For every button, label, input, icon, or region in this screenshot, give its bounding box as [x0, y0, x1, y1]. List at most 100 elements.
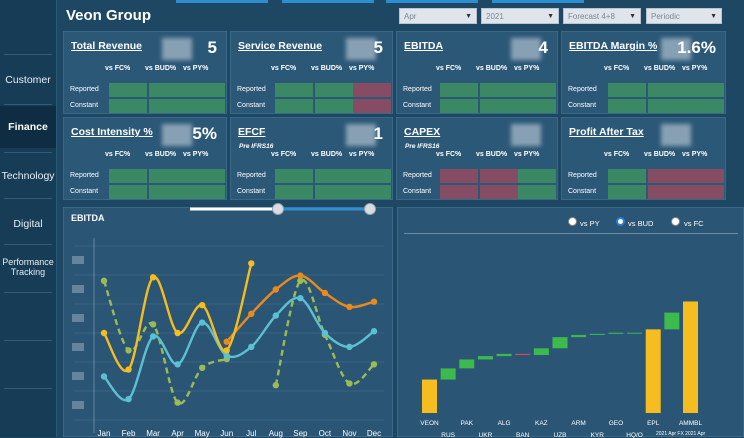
period-filter[interactable]: Periodic ▼ [646, 8, 722, 24]
data-point[interactable] [223, 347, 230, 354]
kpi-card[interactable]: EBITDA Margin % 1.6% vs FC% vs BUD% vs PY% Re… [561, 31, 726, 114]
waterfall-bar[interactable] [608, 332, 624, 334]
data-point[interactable] [149, 274, 157, 281]
kpi-variance-cell [608, 83, 646, 97]
data-point[interactable] [125, 347, 132, 354]
radio-label-vs-fc: vs FC [684, 219, 704, 228]
waterfall-bar[interactable] [533, 348, 549, 355]
kpi-column-header: vs BUD% [644, 65, 676, 72]
data-point[interactable] [100, 373, 108, 380]
data-point[interactable] [149, 321, 157, 328]
period-range-slider[interactable] [186, 201, 378, 217]
data-point[interactable] [125, 395, 132, 403]
kpi-column-header: vs FC% [604, 65, 630, 72]
kpi-title[interactable]: EBITDA Margin % [569, 40, 658, 52]
waterfall-bar[interactable] [664, 312, 680, 330]
data-point[interactable] [174, 361, 181, 368]
radio-vs-py[interactable] [568, 217, 577, 226]
data-point[interactable] [198, 301, 206, 309]
data-point[interactable] [198, 319, 206, 326]
kpi-title[interactable]: Profit After Tax [569, 126, 644, 138]
data-point[interactable] [248, 343, 255, 351]
sidebar-item-technology[interactable]: Technology [0, 170, 56, 182]
data-point[interactable] [370, 298, 378, 305]
sidebar-item-finance[interactable]: Finance [0, 106, 56, 148]
radio-vs-bud[interactable] [616, 217, 625, 226]
kpi-card[interactable]: CAPEX Pre IFRS16 vs FC% vs BUD% vs PY% Report… [396, 117, 558, 200]
year-filter[interactable]: 2021 ▼ [481, 8, 559, 24]
kpi-title[interactable]: EBITDA [404, 40, 444, 52]
kpi-row-label: Constant [70, 188, 99, 195]
slider-handle-start[interactable] [272, 203, 284, 215]
waterfall-bar[interactable] [683, 301, 698, 413]
kpi-column-header: vs BUD% [145, 151, 177, 158]
data-point[interactable] [272, 286, 280, 293]
kpi-card[interactable]: Cost Intensity % 5% vs FC% vs BUD% vs PY% Rep… [63, 117, 227, 200]
sidebar-divider [4, 54, 52, 55]
kpi-card[interactable]: EFCF Pre IFRS16 1 vs FC% vs BUD% vs PY% Report… [230, 117, 393, 200]
kpi-value-mask [511, 38, 541, 60]
sidebar-divider [4, 292, 52, 293]
data-point[interactable] [297, 295, 304, 302]
kpi-card[interactable]: Profit After Tax vs FC% vs BUD% vs PY% Repor… [561, 117, 726, 200]
x-tick-label: Jul [246, 429, 256, 438]
data-point[interactable] [321, 329, 329, 337]
data-point[interactable] [346, 380, 353, 387]
data-point[interactable] [223, 352, 230, 359]
sidebar-item-customer[interactable]: Customer [0, 74, 56, 86]
kpi-variance-cell [480, 83, 518, 97]
waterfall-bar[interactable] [627, 332, 643, 334]
waterfall-bar[interactable] [571, 334, 587, 338]
kpi-title[interactable]: Cost Intensity % [71, 126, 153, 138]
waterfall-bar[interactable] [422, 379, 437, 413]
data-point[interactable] [174, 399, 181, 406]
sidebar-item-performance-tracking[interactable]: Performance Tracking [0, 257, 56, 277]
data-point[interactable] [248, 310, 255, 318]
kpi-row-label: Reported [403, 172, 432, 179]
data-point[interactable] [198, 364, 206, 371]
data-point[interactable] [223, 338, 230, 345]
waterfall-bar[interactable] [477, 356, 493, 360]
radio-vs-fc[interactable] [671, 217, 680, 226]
data-point[interactable] [370, 361, 378, 368]
kpi-title[interactable]: Total Revenue [71, 40, 142, 52]
kpi-title[interactable]: Service Revenue [238, 40, 323, 52]
kpi-row-label: Constant [568, 102, 597, 109]
kpi-title[interactable]: EFCF [238, 126, 266, 138]
data-point[interactable] [370, 328, 378, 335]
kpi-column-header: vs FC% [105, 65, 131, 72]
sidebar-item-digital[interactable]: Digital [0, 218, 56, 230]
data-point[interactable] [346, 343, 353, 351]
data-point[interactable] [321, 289, 329, 297]
data-point[interactable] [149, 333, 157, 340]
data-point[interactable] [248, 260, 255, 267]
waterfall-bar[interactable] [496, 353, 512, 357]
data-point[interactable] [346, 303, 353, 311]
waterfall-bar[interactable] [515, 353, 531, 355]
ebitda-line-panel: EBITDA Jan Feb Mar Apr May Jun Jul Aug Sep Oct Nov… [63, 207, 393, 438]
slider-handle-end[interactable] [364, 203, 376, 215]
waterfall-bar[interactable] [645, 329, 661, 413]
waterfall-bar[interactable] [552, 337, 568, 349]
data-point[interactable] [174, 329, 181, 337]
data-point[interactable] [272, 382, 280, 389]
waterfall-bar[interactable] [440, 368, 456, 380]
waterfall-bar[interactable] [589, 333, 605, 335]
kpi-card[interactable]: Service Revenue 5 vs FC% vs BUD% vs PY% Repor… [230, 31, 393, 114]
x-tick-label: Dec [367, 429, 381, 438]
data-point[interactable] [297, 277, 304, 284]
kpi-card[interactable]: EBITDA 4 vs FC% vs BUD% vs PY% Reported Consta… [396, 31, 558, 114]
kpi-card[interactable]: Total Revenue 5 vs FC% vs BUD% vs PY% Reporte… [63, 31, 227, 114]
x-tick-label: HQ/O [626, 432, 643, 438]
data-point[interactable] [125, 366, 132, 373]
data-point[interactable] [272, 312, 280, 319]
kpi-variance-cell [648, 169, 686, 183]
kpi-column-header: vs BUD% [644, 151, 676, 158]
month-filter[interactable]: Apr ▼ [399, 8, 477, 24]
waterfall-bar[interactable] [459, 359, 475, 369]
data-point[interactable] [100, 277, 108, 284]
data-point[interactable] [297, 272, 304, 279]
forecast-filter[interactable]: Forecast 4+8 ▼ [563, 8, 641, 24]
kpi-title[interactable]: CAPEX [404, 126, 441, 138]
data-point[interactable] [100, 329, 108, 337]
